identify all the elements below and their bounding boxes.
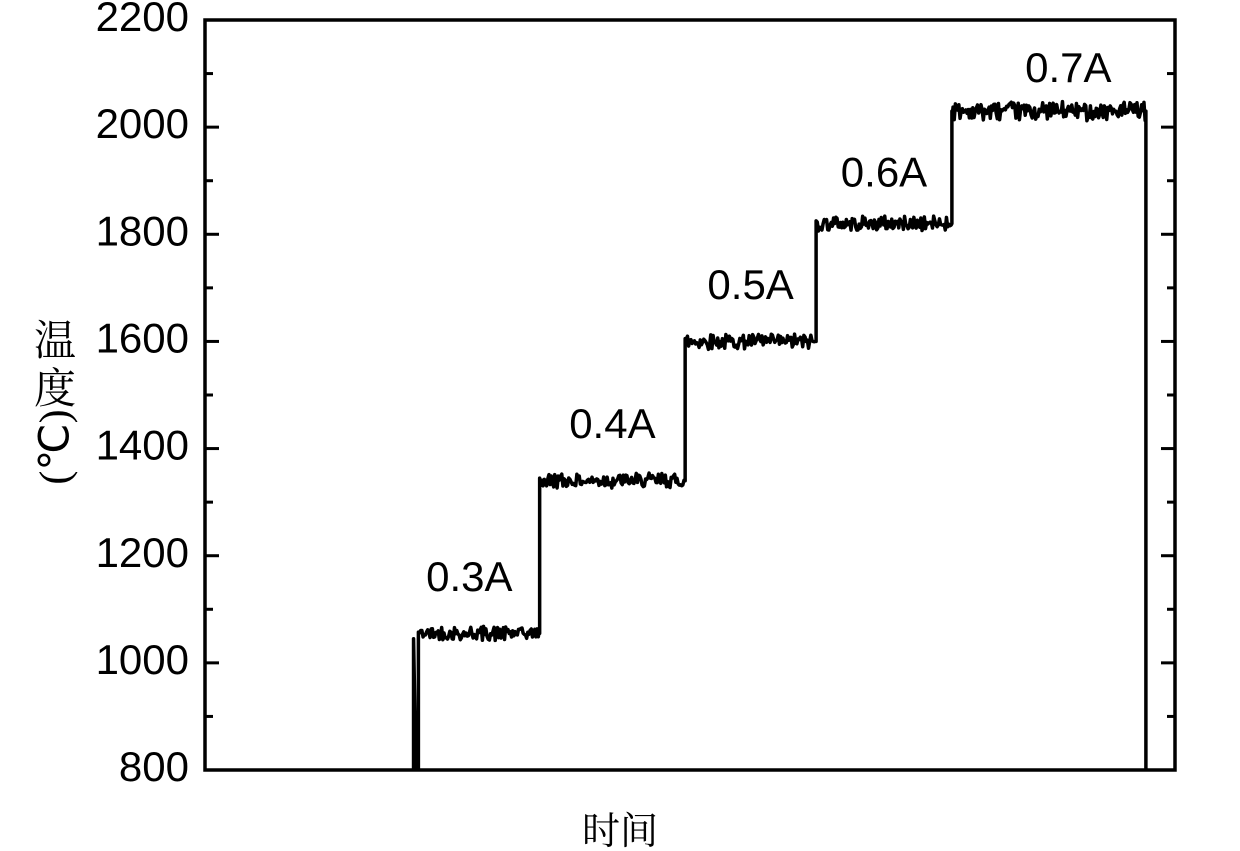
trace-line [414,102,1146,770]
plateau-annotation: 0.4A [569,400,655,447]
plateau-annotation: 0.3A [426,553,512,600]
y-tick-label: 2000 [96,100,189,147]
y-tick-label: 1000 [96,636,189,683]
y-tick-label: 2200 [96,0,189,40]
y-tick-label: 1800 [96,207,189,254]
y-tick-label: 800 [119,743,189,790]
plateau-annotation: 0.5A [707,261,793,308]
chart-container: 温度 (℃) 80010001200140016001800200022000.… [0,0,1240,851]
chart-svg: 800 1000 1200 1400 1600 1800 2000 2200 0.3A 0.4A 0… [0,0,1240,851]
y-tick-label: 1600 [96,315,189,362]
plot-frame [205,20,1175,770]
plateau-annotation: 0.6A [841,148,927,195]
y-tick-label: 1400 [96,422,189,469]
x-axis-label: 时间 [0,800,1240,851]
plateau-annotation: 0.7A [1025,44,1111,91]
y-tick-label: 1200 [96,529,189,576]
